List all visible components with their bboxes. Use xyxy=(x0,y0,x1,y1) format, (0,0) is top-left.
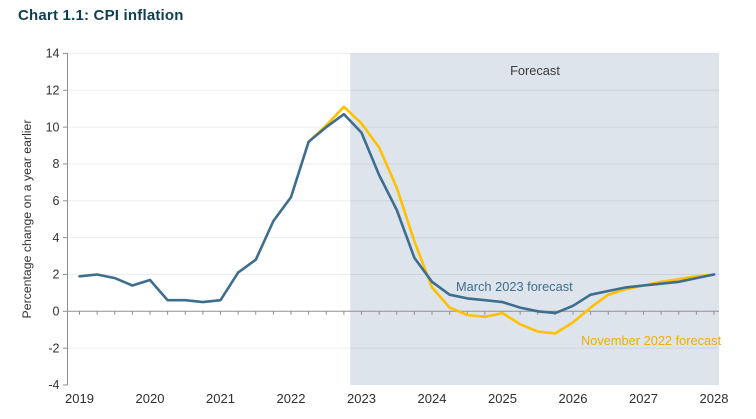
x-tick-label: 2027 xyxy=(629,391,658,406)
gridline-layer xyxy=(67,52,719,349)
y-tick-label: 4 xyxy=(53,231,60,245)
x-tick-label: 2019 xyxy=(65,391,94,406)
forecast-region-label: Forecast xyxy=(510,63,560,78)
y-axis-title: Percentage change on a year earlier xyxy=(20,120,34,319)
series-label-november-2022-forecast: November 2022 forecast xyxy=(581,333,722,348)
chart-title: Chart 1.1: CPI inflation xyxy=(18,7,184,24)
x-tick-label: 2024 xyxy=(418,391,447,406)
y-tick-label: 14 xyxy=(46,47,60,61)
x-tick-label: 2023 xyxy=(347,391,376,406)
y-tick-label: 10 xyxy=(46,120,60,134)
y-tick-label: 6 xyxy=(53,194,60,208)
y-tick-label: -4 xyxy=(48,378,59,392)
y-tick-label: 2 xyxy=(53,268,60,282)
axes-layer: 14 12 10 8 6 4 2 0 -2 -4 2019 2020 2021 2022 2023 2024 2… xyxy=(46,47,729,406)
x-tick-label: 2020 xyxy=(136,391,165,406)
x-tick-label: 2022 xyxy=(277,391,306,406)
x-tick-label: 2025 xyxy=(488,391,517,406)
x-tick-label: 2028 xyxy=(700,391,729,406)
x-tick-label: 2026 xyxy=(559,391,588,406)
series-label-march-2023-forecast: March 2023 forecast xyxy=(456,279,573,294)
series-layer xyxy=(78,105,716,335)
series-line-march-2023-forecast xyxy=(78,112,716,315)
y-tick-label: 12 xyxy=(46,83,60,97)
y-tick-label: -2 xyxy=(48,341,59,355)
x-tick-label: 2021 xyxy=(206,391,235,406)
y-tick-label: 0 xyxy=(53,305,60,319)
y-tick-label: 8 xyxy=(53,157,60,171)
